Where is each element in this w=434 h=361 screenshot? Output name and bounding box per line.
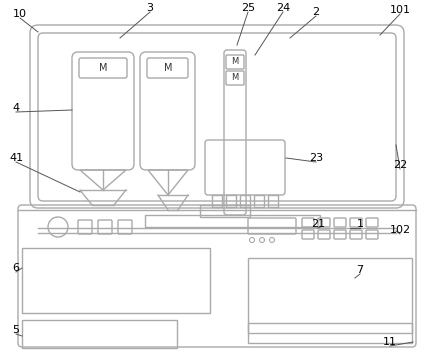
Text: 5: 5 bbox=[13, 325, 20, 335]
Text: 11: 11 bbox=[383, 337, 397, 347]
Text: 1: 1 bbox=[356, 219, 364, 229]
Bar bbox=[22, 320, 177, 348]
Bar bbox=[248, 258, 412, 333]
Bar bbox=[268, 195, 278, 207]
Text: 102: 102 bbox=[389, 225, 411, 235]
Text: 6: 6 bbox=[13, 263, 20, 273]
Text: 41: 41 bbox=[9, 153, 23, 163]
Bar bbox=[145, 215, 320, 227]
Text: 24: 24 bbox=[276, 3, 290, 13]
Text: 2: 2 bbox=[312, 7, 319, 17]
Bar bbox=[200, 205, 250, 217]
Bar bbox=[248, 323, 412, 343]
Text: M: M bbox=[99, 63, 107, 73]
Text: M: M bbox=[164, 63, 172, 73]
Text: 3: 3 bbox=[147, 3, 154, 13]
Text: 4: 4 bbox=[13, 103, 20, 113]
Bar bbox=[254, 195, 264, 207]
Text: 10: 10 bbox=[13, 9, 27, 19]
Text: 23: 23 bbox=[309, 153, 323, 163]
Bar bbox=[226, 195, 236, 207]
Text: 25: 25 bbox=[241, 3, 255, 13]
Text: M: M bbox=[231, 57, 239, 66]
Text: 7: 7 bbox=[356, 265, 364, 275]
Text: 22: 22 bbox=[393, 160, 407, 170]
Text: M: M bbox=[231, 74, 239, 83]
Bar bbox=[240, 195, 250, 207]
Text: 21: 21 bbox=[311, 219, 325, 229]
Text: 101: 101 bbox=[389, 5, 411, 15]
Bar bbox=[212, 195, 222, 207]
Bar bbox=[22, 248, 210, 313]
